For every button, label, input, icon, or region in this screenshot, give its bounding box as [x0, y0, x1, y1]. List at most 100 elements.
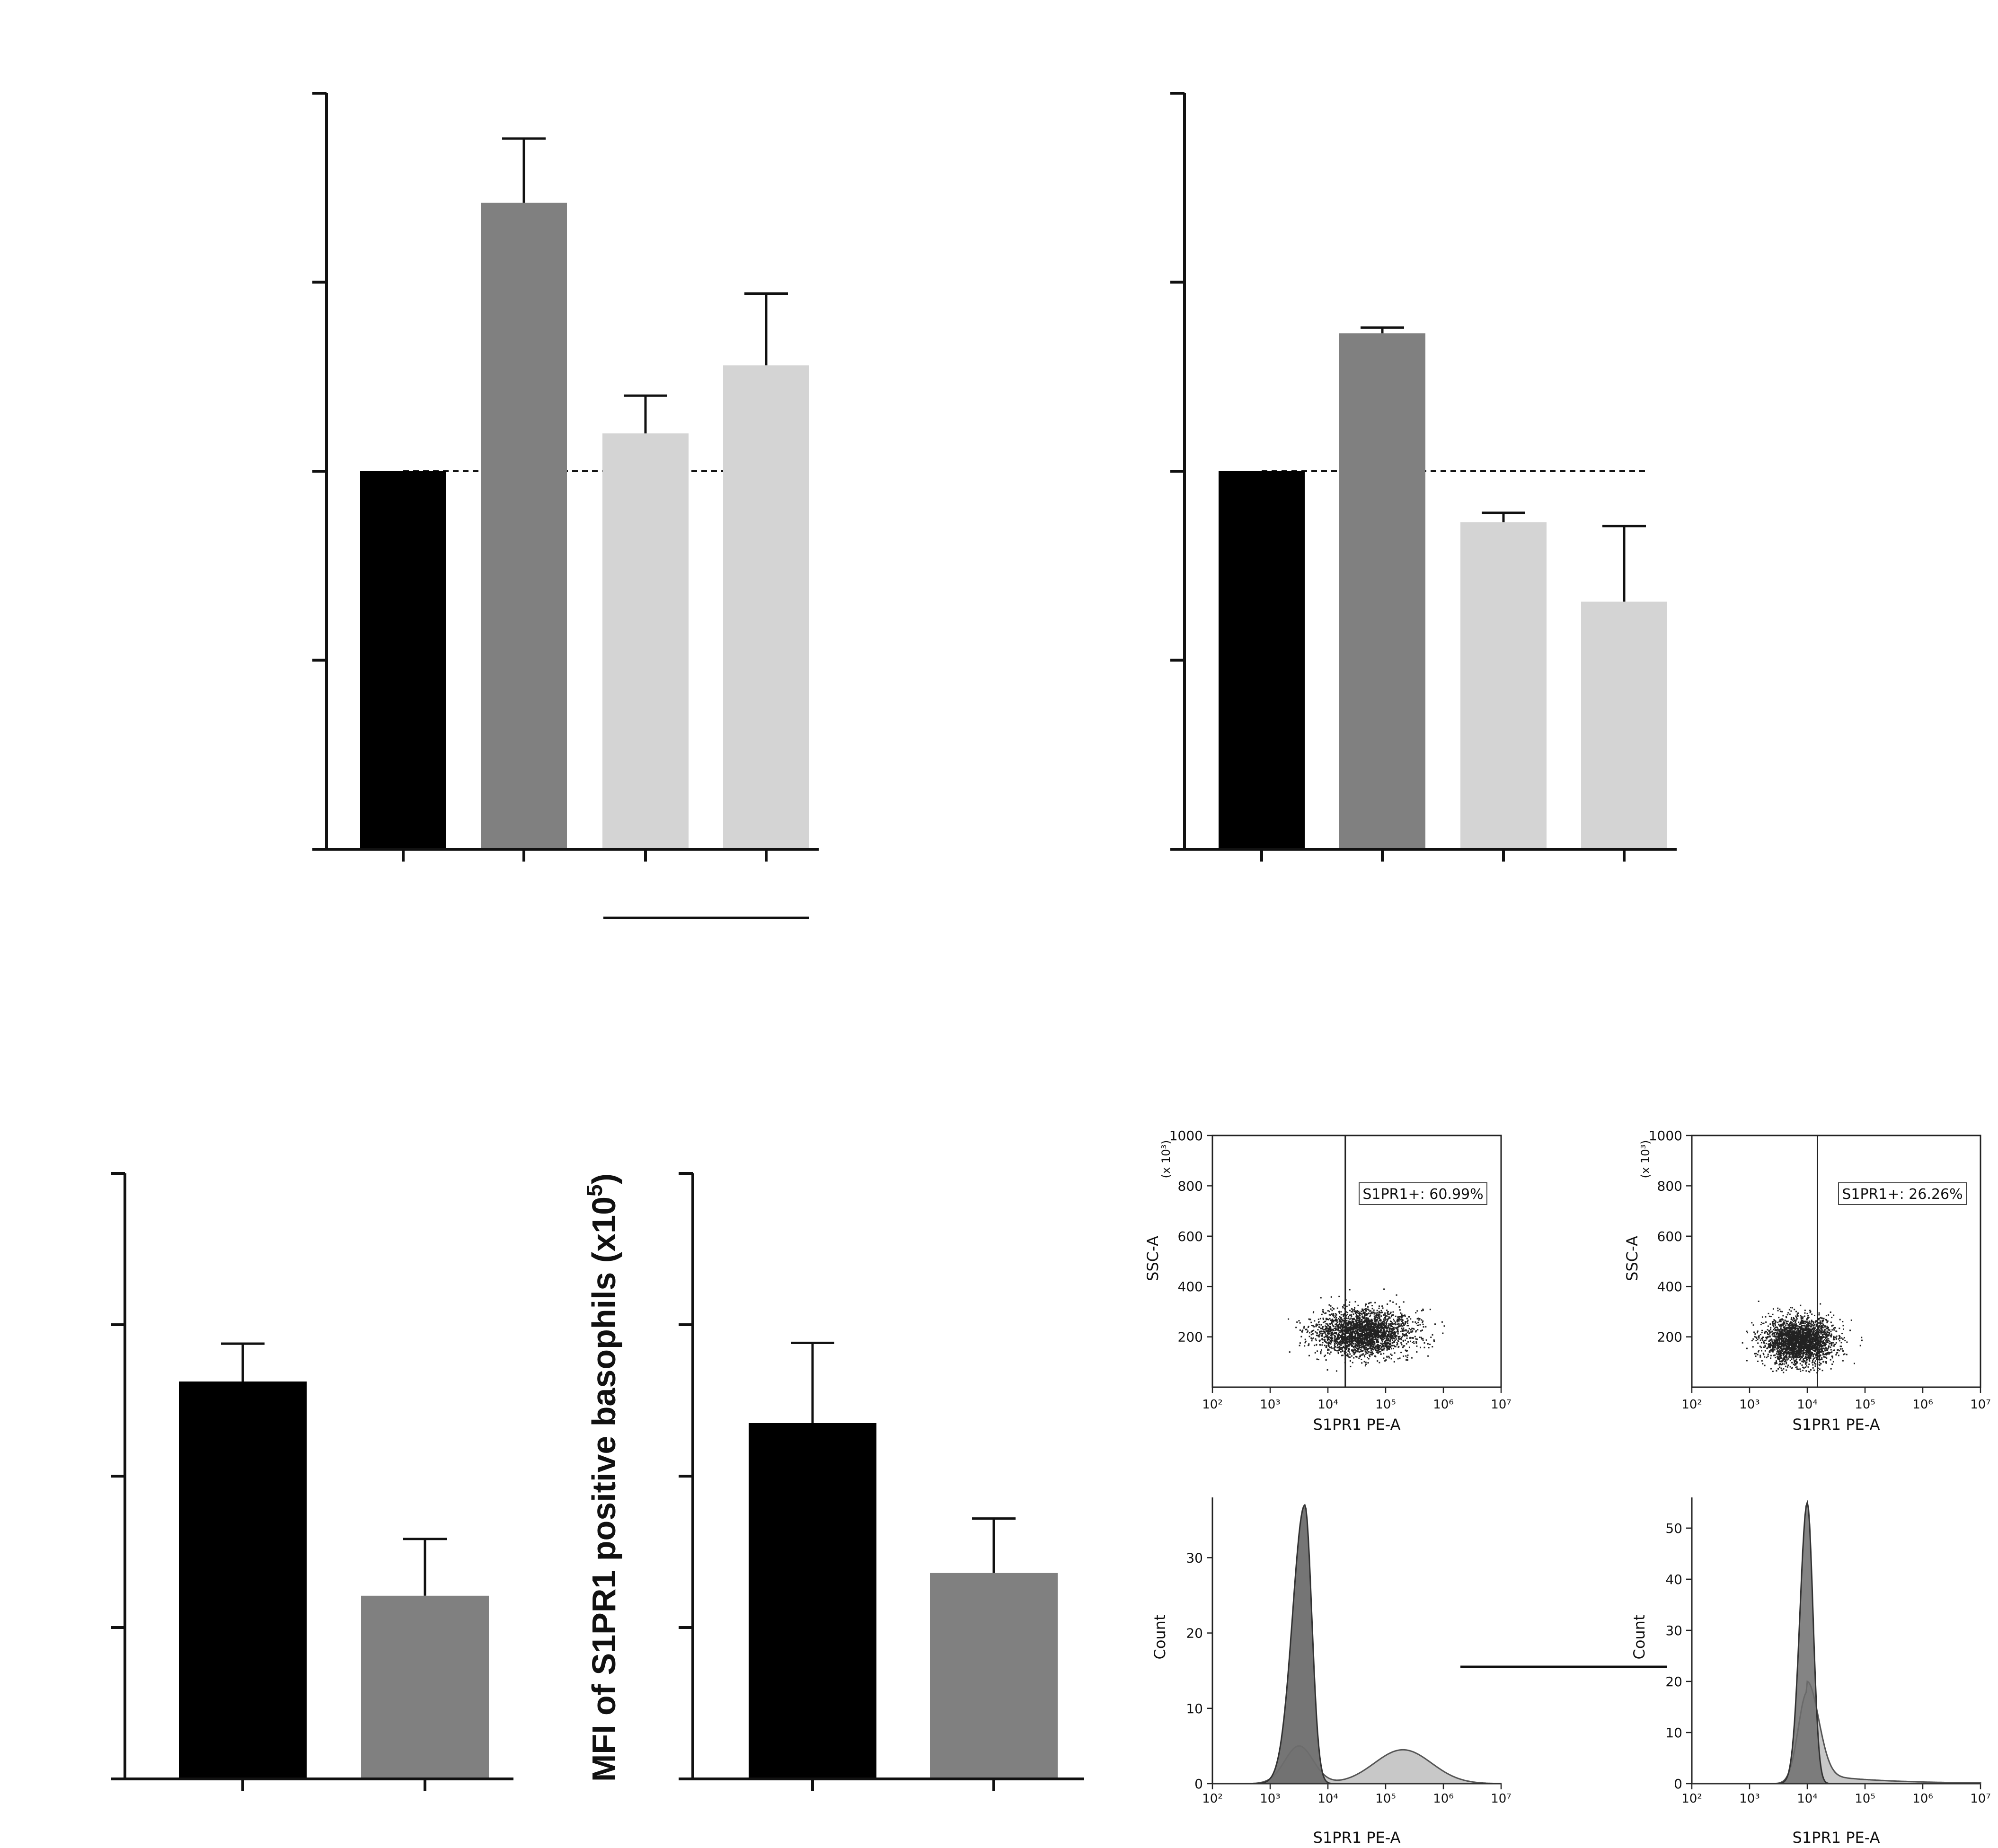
- scatter-point: [1383, 1338, 1385, 1339]
- scatter-point: [1780, 1327, 1782, 1329]
- scatter-point: [1818, 1329, 1820, 1330]
- scatter-point: [1790, 1329, 1792, 1331]
- scatter-point: [1432, 1346, 1433, 1348]
- scatter-point: [1405, 1329, 1407, 1331]
- scatter-point: [1777, 1352, 1779, 1354]
- scatter-point: [1359, 1336, 1361, 1338]
- scatter-point: [1403, 1315, 1405, 1317]
- scatter-point: [1389, 1312, 1391, 1314]
- scatter-point: [1310, 1337, 1312, 1339]
- scatter-point: [1366, 1343, 1368, 1345]
- scatter-point: [1775, 1356, 1777, 1358]
- scatter-point: [1349, 1289, 1351, 1291]
- scatter-point: [1374, 1317, 1376, 1319]
- scatter-point: [1402, 1322, 1404, 1324]
- scatter-point: [1354, 1334, 1356, 1336]
- scatter-point: [1769, 1351, 1771, 1353]
- scatter-point: [1789, 1356, 1791, 1358]
- scatter-point: [1366, 1326, 1368, 1328]
- scatter-point: [1380, 1312, 1382, 1314]
- scatter-point: [1776, 1340, 1778, 1342]
- scatter-point: [1421, 1310, 1423, 1311]
- scatter-point: [1780, 1328, 1782, 1330]
- scatter-point: [1392, 1339, 1394, 1341]
- scatter-point: [1782, 1334, 1784, 1336]
- scatter-point: [1818, 1312, 1820, 1314]
- scatter-point: [1788, 1334, 1790, 1336]
- scatter-point: [1353, 1329, 1355, 1330]
- scatter-point: [1327, 1349, 1329, 1351]
- scatter-point: [1348, 1340, 1350, 1342]
- scatter-point: [1337, 1346, 1339, 1348]
- scatter-point: [1365, 1331, 1367, 1333]
- scatter-point: [1827, 1335, 1829, 1337]
- scatter-point: [1360, 1345, 1362, 1346]
- scatter-point: [1806, 1326, 1808, 1328]
- scatter-point: [1772, 1333, 1774, 1335]
- scatter-point: [1362, 1329, 1364, 1331]
- scatter-point: [1367, 1319, 1369, 1321]
- scatter-point: [1324, 1332, 1326, 1334]
- scatter-point: [1799, 1333, 1801, 1335]
- scatter-point: [1824, 1342, 1826, 1344]
- scatter-xtick-label-f-1: 10³: [1739, 1398, 1760, 1412]
- scatter-point: [1385, 1315, 1387, 1317]
- scatter-point: [1408, 1316, 1410, 1318]
- scatter-point: [1383, 1343, 1385, 1345]
- scatter-point: [1793, 1318, 1795, 1320]
- scatter-point: [1776, 1363, 1778, 1364]
- scatter-point: [1354, 1323, 1356, 1325]
- scatter-point: [1767, 1336, 1768, 1338]
- scatter-point: [1757, 1360, 1759, 1362]
- scatter-point: [1813, 1348, 1815, 1350]
- scatter-point: [1357, 1345, 1359, 1347]
- scatter-point: [1394, 1339, 1396, 1341]
- scatter-point: [1321, 1334, 1323, 1336]
- scatter-point: [1378, 1307, 1380, 1309]
- scatter-point: [1795, 1344, 1797, 1346]
- scatter-point: [1422, 1338, 1424, 1339]
- hist-ytick-label-e-2: 20: [1186, 1626, 1203, 1641]
- scatter-point: [1798, 1340, 1800, 1342]
- scatter-point: [1375, 1323, 1377, 1325]
- scatter-point: [1764, 1330, 1766, 1332]
- scatter-point: [1818, 1314, 1820, 1316]
- scatter-point: [1784, 1342, 1786, 1344]
- scatter-point: [1820, 1329, 1822, 1331]
- scatter-point: [1803, 1340, 1805, 1342]
- scatter-point: [1347, 1342, 1349, 1344]
- scatter-point: [1370, 1313, 1371, 1315]
- scatter-point: [1786, 1343, 1788, 1345]
- scatter-point: [1387, 1311, 1388, 1313]
- scatter-point: [1775, 1335, 1777, 1337]
- scatter-point: [1777, 1346, 1779, 1348]
- scatter-point: [1308, 1326, 1309, 1328]
- scatter-point: [1341, 1341, 1343, 1343]
- scatter-point: [1396, 1294, 1397, 1296]
- scatter-point: [1368, 1342, 1370, 1344]
- scatter-point: [1329, 1339, 1331, 1341]
- scatter-point: [1331, 1334, 1333, 1336]
- scatter-ylabel-f: SSC-A: [1623, 1236, 1641, 1281]
- scatter-point: [1390, 1358, 1392, 1360]
- scatter-point: [1356, 1316, 1358, 1318]
- scatter-point: [1326, 1329, 1328, 1331]
- scatter-point: [1349, 1336, 1351, 1338]
- scatter-point: [1806, 1358, 1808, 1360]
- scatter-point: [1329, 1346, 1331, 1348]
- scatter-point: [1361, 1325, 1363, 1327]
- scatter-point: [1415, 1331, 1417, 1333]
- scatter-point: [1354, 1312, 1356, 1314]
- scatter-point: [1329, 1331, 1331, 1333]
- scatter-point: [1333, 1346, 1335, 1348]
- scatter-point: [1345, 1338, 1347, 1339]
- scatter-point: [1365, 1353, 1367, 1355]
- scatter-point: [1336, 1346, 1338, 1348]
- hist-ytick-label-e-3: 30: [1186, 1550, 1203, 1566]
- scatter-point: [1328, 1311, 1330, 1312]
- scatter-point: [1805, 1370, 1807, 1372]
- scatter-point: [1779, 1347, 1781, 1349]
- scatter-point: [1371, 1338, 1373, 1339]
- scatter-point: [1380, 1322, 1382, 1324]
- scatter-point: [1353, 1353, 1355, 1355]
